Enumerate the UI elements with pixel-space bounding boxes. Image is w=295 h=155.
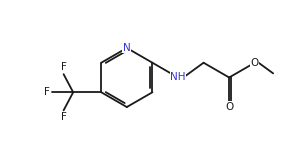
Text: F: F <box>61 112 67 122</box>
Text: NH: NH <box>170 73 186 82</box>
Text: F: F <box>44 87 50 97</box>
Text: O: O <box>225 102 233 112</box>
Text: F: F <box>61 62 67 72</box>
Text: N: N <box>123 43 131 53</box>
Text: O: O <box>251 58 259 68</box>
